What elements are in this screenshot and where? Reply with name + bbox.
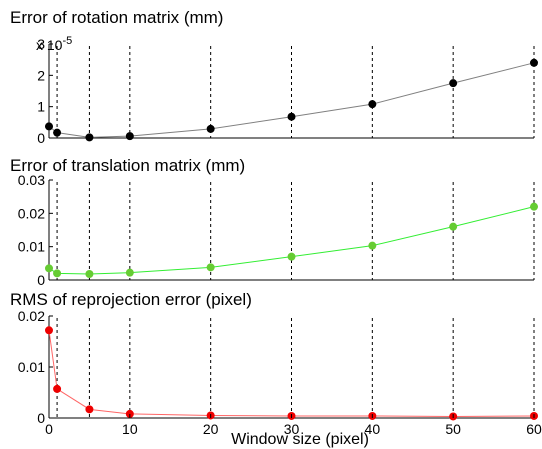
x-tick-label: 40 bbox=[365, 421, 381, 437]
y-tick-label: 0 bbox=[37, 410, 45, 426]
data-point bbox=[449, 222, 458, 231]
panel-translation: 0 0.01 0.02 0.03 bbox=[18, 172, 538, 288]
data-point bbox=[368, 241, 377, 250]
data-point bbox=[125, 268, 134, 277]
data-point bbox=[530, 202, 538, 211]
panel-rotation: 0 1 2 3 bbox=[37, 36, 538, 146]
panel-rms: 0 0.01 0.02 0 10 20 30 40 50 60 bbox=[18, 308, 542, 437]
y-tick-label: 2 bbox=[37, 67, 45, 83]
data-point bbox=[45, 264, 53, 273]
data-point bbox=[125, 409, 134, 418]
y-tick-label: 0.02 bbox=[18, 308, 45, 324]
panel-3-title: RMS of reprojection error (pixel) bbox=[10, 290, 252, 309]
data-point bbox=[125, 132, 134, 141]
data-point bbox=[53, 384, 62, 393]
panel-1-title: Error of rotation matrix (mm) bbox=[10, 8, 223, 27]
data-point bbox=[206, 263, 215, 272]
y-tick-label: 0.03 bbox=[18, 172, 45, 188]
x-tick-label: 20 bbox=[203, 421, 219, 437]
panel-2-title: Error of translation matrix (mm) bbox=[10, 156, 245, 175]
x-tick-label: 50 bbox=[445, 421, 461, 437]
y-tick-label: 0 bbox=[37, 130, 45, 146]
data-point bbox=[530, 58, 538, 67]
series-line bbox=[48, 206, 535, 275]
x-axis-label: Window size (pixel) bbox=[231, 431, 369, 448]
y-tick-label: 1 bbox=[37, 99, 45, 115]
x-tick-label: 0 bbox=[45, 421, 53, 437]
data-point bbox=[45, 122, 53, 131]
data-point bbox=[85, 405, 94, 414]
data-point bbox=[53, 128, 62, 137]
data-point bbox=[53, 269, 62, 278]
data-point bbox=[45, 326, 53, 335]
data-point bbox=[287, 252, 296, 261]
y-tick-label: 0.01 bbox=[18, 239, 45, 255]
data-point bbox=[85, 270, 94, 278]
y-tick-label: 0.02 bbox=[18, 205, 45, 221]
x-tick-label: 10 bbox=[122, 421, 138, 437]
y-tick-label: 0 bbox=[37, 272, 45, 288]
data-point bbox=[206, 124, 215, 133]
y-tick-label: 0.01 bbox=[18, 359, 45, 375]
data-point bbox=[368, 100, 377, 109]
data-point bbox=[449, 79, 458, 88]
x-tick-label: 60 bbox=[526, 421, 542, 437]
data-point bbox=[85, 133, 94, 142]
data-point bbox=[287, 112, 296, 121]
y-tick-label: 3 bbox=[37, 36, 45, 52]
x-tick-label: 30 bbox=[284, 421, 300, 437]
